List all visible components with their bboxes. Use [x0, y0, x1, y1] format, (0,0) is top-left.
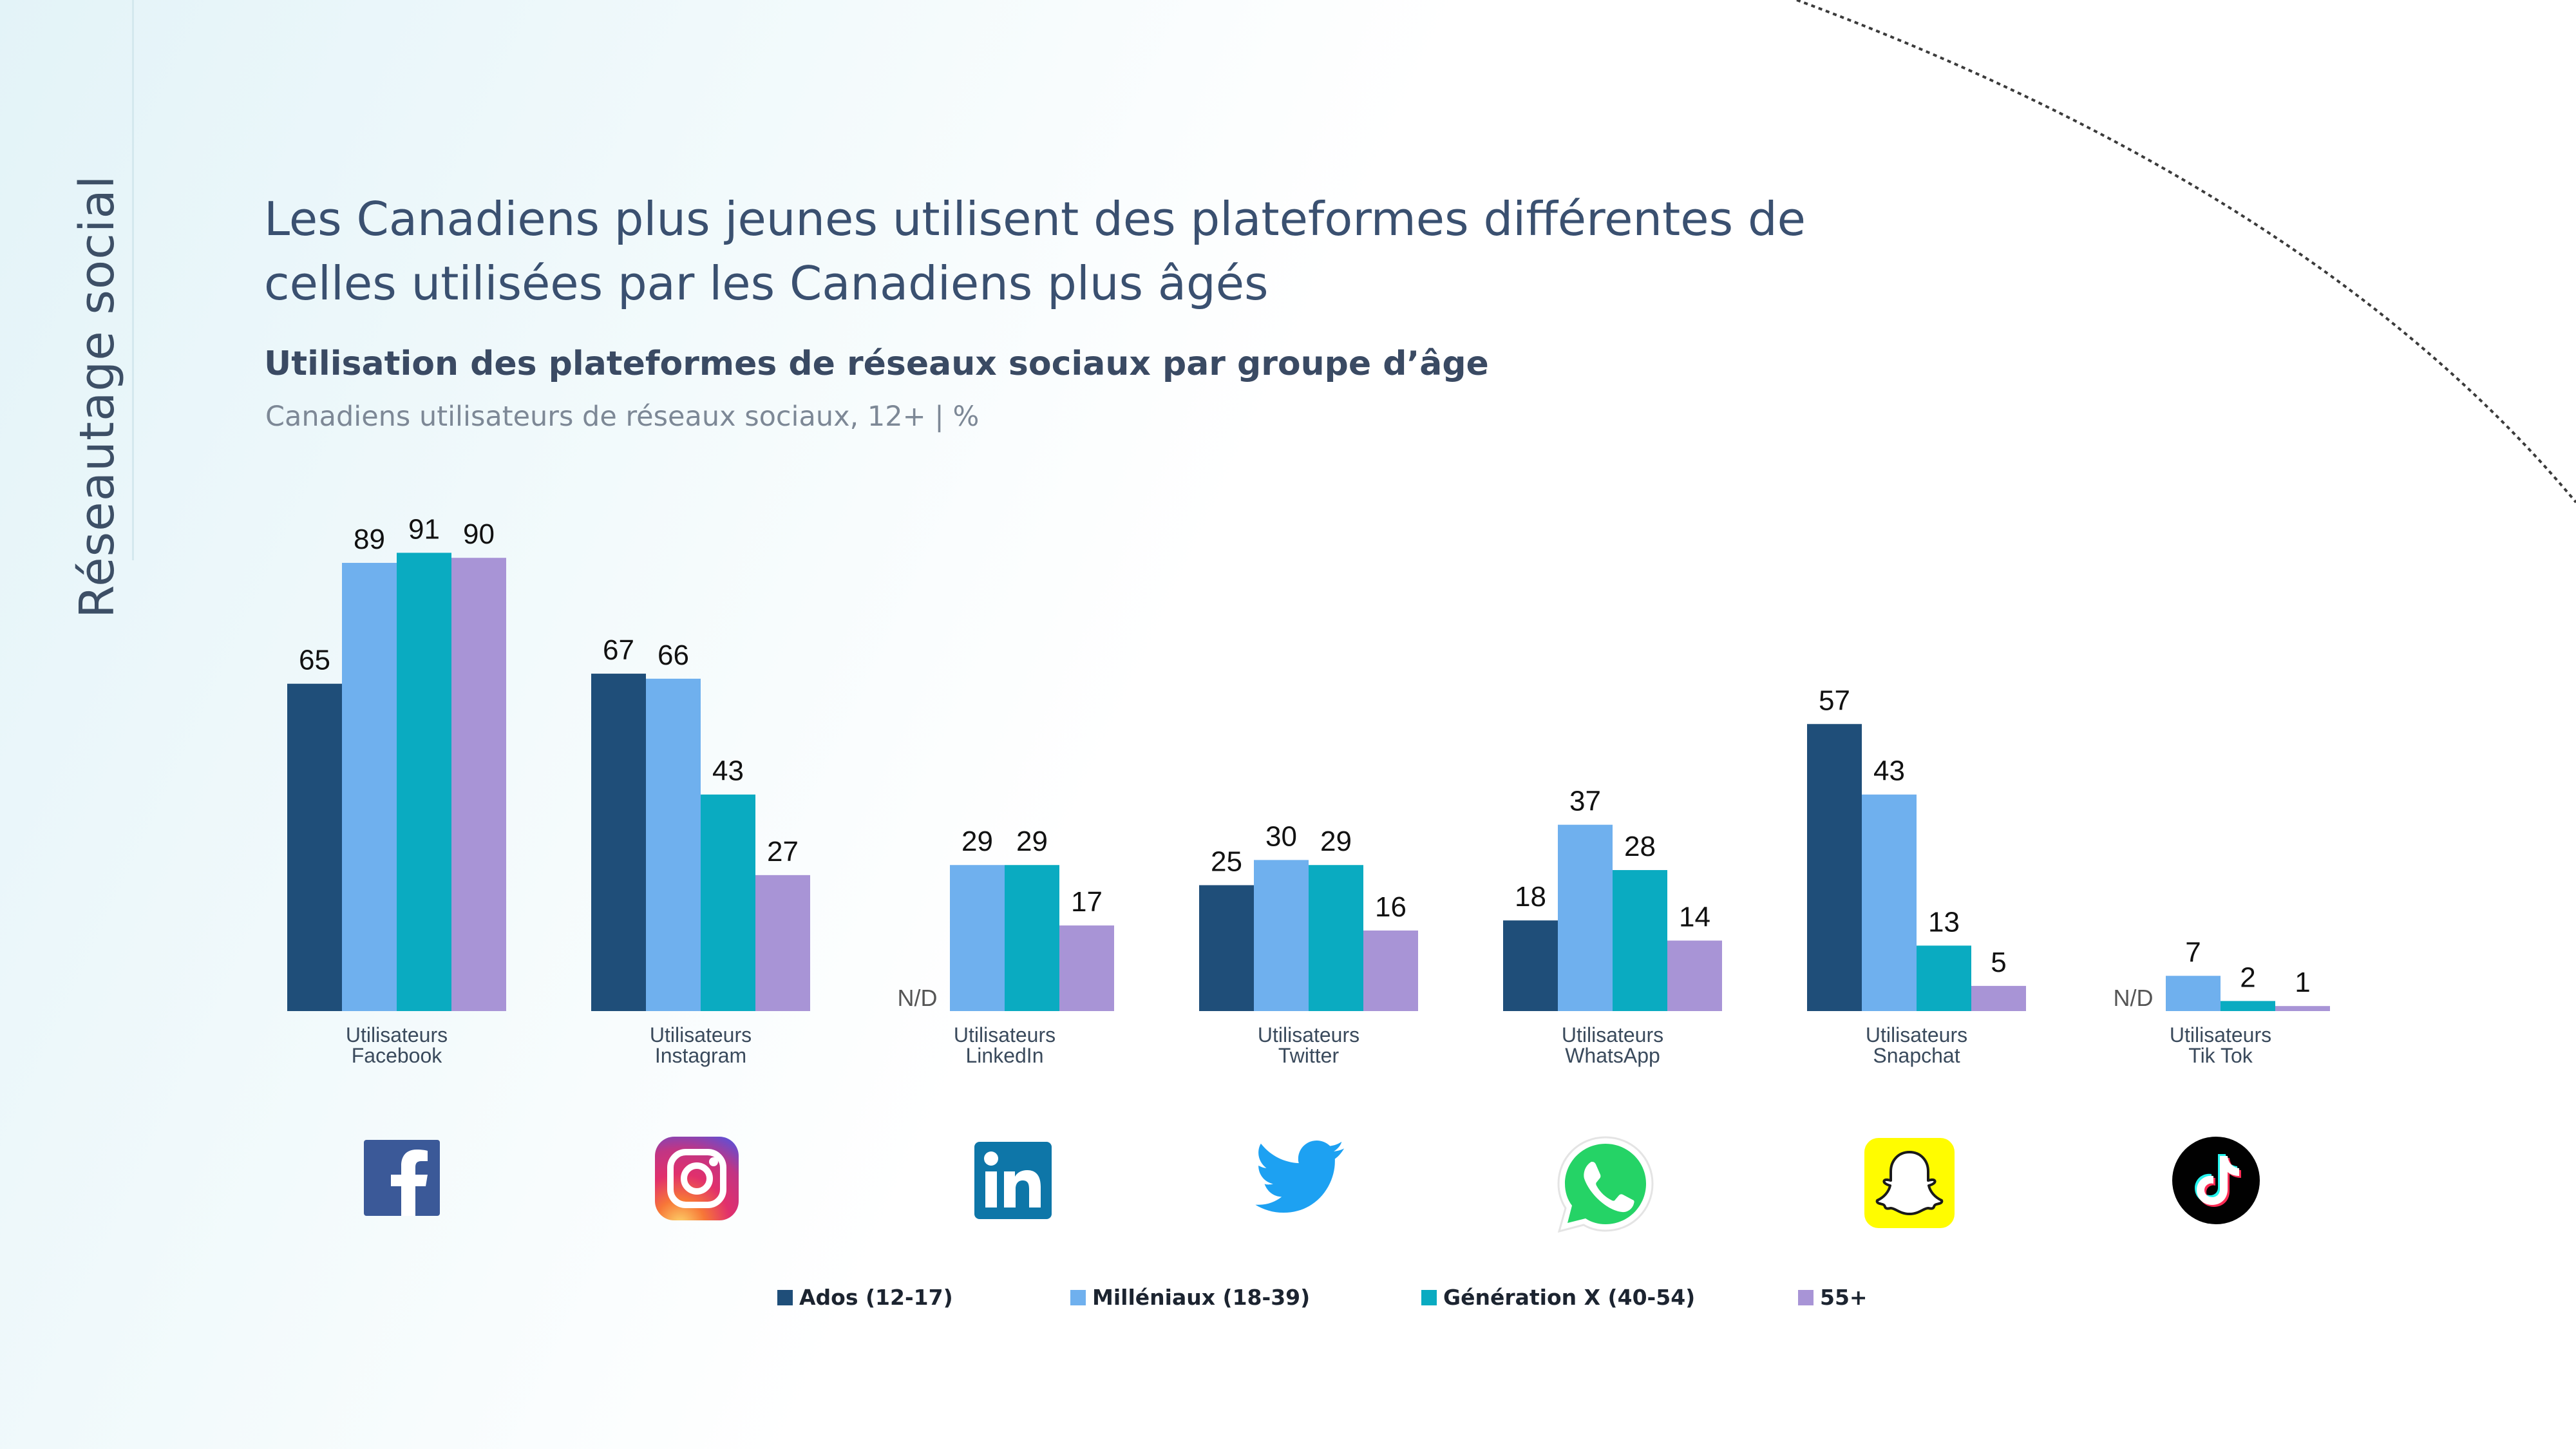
data-label: 90 [463, 518, 495, 550]
data-label: 30 [1265, 820, 1297, 852]
legend-swatch-ados [777, 1289, 793, 1305]
data-label: 5 [1991, 947, 2006, 978]
data-label: 37 [1569, 786, 1601, 817]
data-label: 28 [1624, 831, 1656, 862]
legend-swatch-55plus [1798, 1289, 1814, 1305]
bar [1059, 925, 1114, 1011]
bar [1862, 794, 1917, 1011]
category-label: Utilisateurs [2170, 1023, 2271, 1046]
data-label: 18 [1515, 881, 1546, 913]
data-label: 2 [2240, 961, 2255, 993]
bar [1254, 860, 1309, 1011]
data-label: 13 [1928, 906, 1960, 938]
page-title: Les Canadiens plus jeunes utilisent des … [264, 192, 1806, 310]
bar [1807, 724, 1862, 1011]
snapchat-icon [1864, 1138, 1955, 1228]
data-label: 65 [299, 645, 330, 676]
data-label: 91 [408, 513, 440, 545]
bar [646, 678, 701, 1011]
instagram-icon [655, 1137, 739, 1220]
bar [1363, 930, 1418, 1011]
category-label: Utilisateurs [1258, 1023, 1359, 1046]
legend-item-genx: Génération X (40-54) [1421, 1285, 1695, 1310]
legend-label-55plus: 55+ [1820, 1285, 1868, 1310]
legend-swatch-milleniaux [1070, 1289, 1086, 1305]
bar [1667, 940, 1722, 1011]
bar [701, 794, 755, 1011]
data-label: 7 [2185, 936, 2201, 968]
data-label: 17 [1071, 886, 1103, 918]
sidebar-divider [132, 0, 134, 560]
twitter-icon [1255, 1140, 1345, 1213]
category-label: Utilisateurs [1562, 1023, 1663, 1046]
chart-legend: Ados (12-17) Milléniaux (18-39) Générati… [0, 1285, 2576, 1317]
bar [1613, 870, 1667, 1011]
legend-label-milleniaux: Milléniaux (18-39) [1092, 1285, 1311, 1310]
data-label: 43 [712, 755, 744, 787]
bar [342, 563, 397, 1011]
legend-item-55plus: 55+ [1798, 1285, 1868, 1310]
missing-data-label: N/D [898, 985, 938, 1011]
bar [2166, 976, 2221, 1011]
facebook-icon [364, 1140, 440, 1216]
legend-item-ados: Ados (12-17) [777, 1285, 953, 1310]
data-label: 43 [1873, 755, 1905, 787]
linkedin-icon [974, 1142, 1052, 1219]
data-label: 29 [961, 826, 993, 857]
bar [1558, 824, 1613, 1011]
category-label: Utilisateurs [954, 1023, 1056, 1046]
bar [2221, 1001, 2275, 1011]
bar [591, 674, 646, 1011]
data-label: 16 [1375, 891, 1406, 923]
data-label: 25 [1211, 846, 1242, 878]
chart-title: Utilisation des plateformes de réseaux s… [264, 345, 1489, 383]
data-label: 89 [354, 524, 385, 555]
bar [397, 553, 451, 1011]
bar [1199, 885, 1254, 1011]
data-label: 29 [1320, 826, 1352, 857]
bar [1917, 945, 1971, 1011]
category-label: LinkedIn [966, 1044, 1044, 1067]
legend-item-milleniaux: Milléniaux (18-39) [1070, 1285, 1310, 1310]
data-label: 67 [603, 634, 634, 666]
tiktok-icon [2172, 1137, 2260, 1224]
data-label: 27 [767, 836, 799, 867]
category-label: Utilisateurs [1866, 1023, 1967, 1046]
category-label: Twitter [1278, 1044, 1340, 1067]
bar [1503, 920, 1558, 1011]
category-label: WhatsApp [1565, 1044, 1660, 1067]
bar [451, 558, 506, 1011]
legend-label-genx: Génération X (40-54) [1443, 1285, 1696, 1310]
data-label: 57 [1819, 685, 1850, 716]
category-label: Facebook [352, 1044, 443, 1067]
data-label: 1 [2295, 967, 2310, 998]
bar [2275, 1006, 2330, 1011]
category-label: Utilisateurs [650, 1023, 752, 1046]
missing-data-label: N/D [2114, 985, 2154, 1011]
bar [1005, 865, 1059, 1011]
legend-label-ados: Ados (12-17) [799, 1285, 953, 1310]
whatsapp-icon [1557, 1136, 1654, 1233]
data-label: 14 [1679, 902, 1710, 933]
category-label: Tik Tok [2188, 1044, 2253, 1067]
bar [1309, 865, 1363, 1011]
legend-swatch-genx [1421, 1289, 1437, 1305]
bar [950, 865, 1005, 1011]
data-label: 66 [658, 639, 689, 671]
data-label: 29 [1016, 826, 1048, 857]
category-label: Utilisateurs [346, 1023, 448, 1046]
chart-note: Canadiens utilisateurs de réseaux sociau… [265, 401, 980, 433]
category-label: Instagram [655, 1044, 746, 1067]
bar [755, 875, 810, 1011]
bar [287, 683, 342, 1011]
category-label: Snapchat [1873, 1044, 1960, 1067]
bar [1971, 985, 2026, 1011]
